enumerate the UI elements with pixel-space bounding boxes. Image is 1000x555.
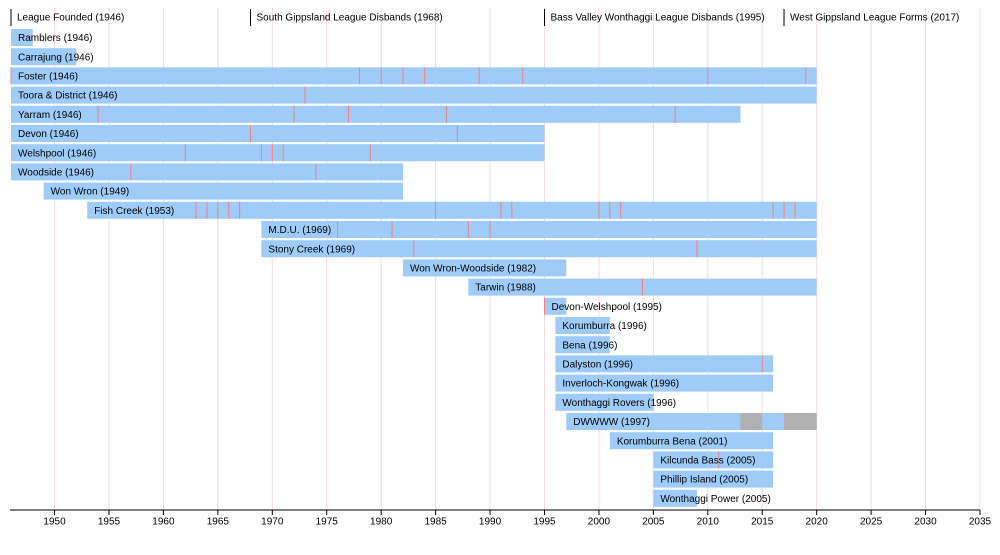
bar xyxy=(87,201,817,219)
bar-label: Toora & District (1946) xyxy=(18,91,117,102)
bar-label: DWWWW (1997) xyxy=(573,417,650,428)
x-tick-label: 1975 xyxy=(316,517,339,528)
bar xyxy=(653,451,774,469)
bar xyxy=(11,67,817,85)
bar-label: Inverloch-Kongwak (1996) xyxy=(562,379,679,390)
bar-label: Carrajung (1946) xyxy=(18,52,94,63)
bar xyxy=(544,297,567,315)
bar-label: Foster (1946) xyxy=(18,72,78,83)
bar xyxy=(11,163,403,181)
event-label: League Founded (1946) xyxy=(17,13,124,24)
bar xyxy=(653,470,774,488)
x-tick-label: 2015 xyxy=(751,517,774,528)
bar-label: Won Wron-Woodside (1982) xyxy=(410,264,536,275)
bar xyxy=(11,105,741,123)
x-tick-label: 2035 xyxy=(969,517,992,528)
bar xyxy=(402,259,567,277)
x-tick-label: 1965 xyxy=(207,517,230,528)
bar-label: Wonthaggi Rovers (1996) xyxy=(562,398,676,409)
event-label: West Gippsland League Forms (2017) xyxy=(790,13,959,24)
bar xyxy=(261,221,817,238)
recess xyxy=(784,413,817,430)
x-tick-label: 2020 xyxy=(806,517,829,528)
bar-label: Won Wron (1949) xyxy=(51,187,130,198)
bar xyxy=(555,393,654,411)
bar-label: Stony Creek (1969) xyxy=(268,244,355,255)
x-tick-label: 2010 xyxy=(697,517,720,528)
x-tick-label: 2030 xyxy=(914,517,937,528)
bar xyxy=(555,336,610,354)
bar-label: Devon-Welshpool (1995) xyxy=(551,302,661,313)
recess xyxy=(740,413,763,430)
event-label: South Gippsland League Disbands (1968) xyxy=(257,13,443,24)
x-tick-label: 1980 xyxy=(370,517,393,528)
bar-label: Welshpool (1946) xyxy=(18,148,96,159)
bar xyxy=(555,374,774,392)
x-tick-label: 2000 xyxy=(588,517,611,528)
bar xyxy=(11,86,817,104)
x-tick-label: 1960 xyxy=(152,517,175,528)
bar-label: Bena (1996) xyxy=(562,340,617,351)
bar xyxy=(11,125,545,142)
bar xyxy=(653,489,697,507)
bar-label: Ramblers (1946) xyxy=(18,33,92,44)
x-tick-label: 1955 xyxy=(98,517,121,528)
x-tick-label: 2005 xyxy=(642,517,665,528)
bar-label: Tarwin (1988) xyxy=(475,283,536,294)
bar xyxy=(555,355,774,373)
bar xyxy=(11,48,77,66)
bar xyxy=(261,240,817,258)
bar-label: Yarram (1946) xyxy=(18,110,82,121)
bar-label: Korumburra (1996) xyxy=(562,321,646,332)
x-tick-label: 1985 xyxy=(424,517,447,528)
bar xyxy=(11,144,545,162)
bar-label: M.D.U. (1969) xyxy=(268,225,331,236)
bar-label: Wonthaggi Power (2005) xyxy=(660,494,770,505)
bar xyxy=(555,317,610,334)
bar-label: Dalyston (1996) xyxy=(562,360,633,371)
x-tick-label: 1990 xyxy=(479,517,502,528)
bar xyxy=(11,29,33,46)
x-tick-label: 1995 xyxy=(533,517,556,528)
bar xyxy=(609,432,774,450)
bar-label: Phillip Island (2005) xyxy=(660,475,748,486)
bar xyxy=(43,182,403,200)
bar-label: Fish Creek (1953) xyxy=(94,206,174,217)
bar-label: Devon (1946) xyxy=(18,129,79,140)
bar-label: Woodside (1946) xyxy=(18,168,94,179)
x-tick-label: 1950 xyxy=(43,517,66,528)
x-tick-label: 1970 xyxy=(261,517,284,528)
event-label: Bass Valley Wonthaggi League Disbands (1… xyxy=(550,13,764,24)
x-tick-label: 2025 xyxy=(860,517,883,528)
bar-label: Korumburra Bena (2001) xyxy=(617,436,728,447)
bar-label: Kilcunda Bass (2005) xyxy=(660,456,755,467)
